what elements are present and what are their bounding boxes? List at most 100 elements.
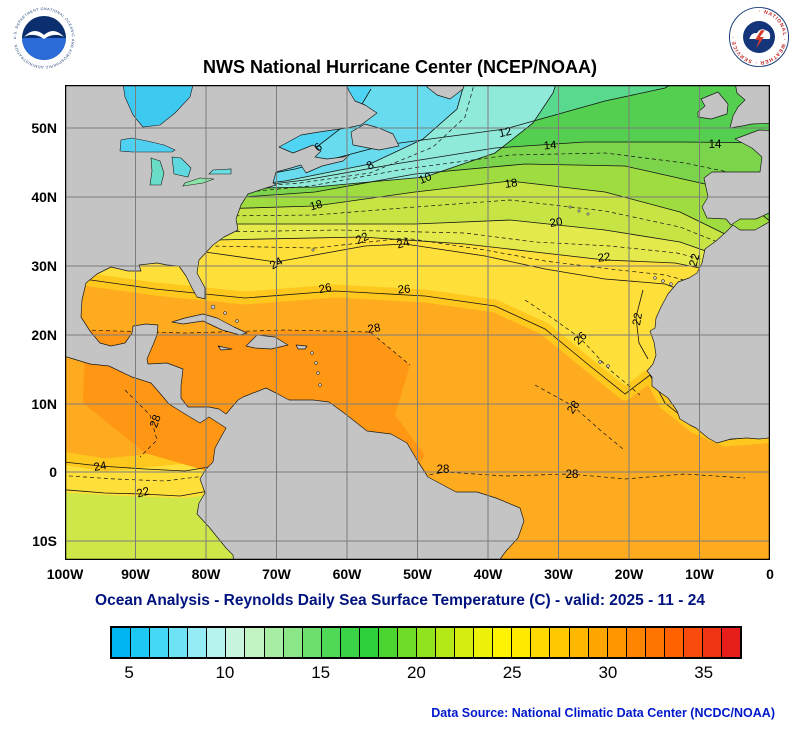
colorbar-cell (321, 628, 341, 657)
lon-tick-label: 30W (544, 566, 573, 582)
map-border (65, 85, 770, 560)
colorbar-cell (131, 628, 151, 657)
contour-label: 22 (631, 312, 645, 327)
contour-label: 28 (367, 322, 382, 336)
nws-logo: · NATIONAL · WEATHER · SERVICE · (728, 6, 790, 73)
contour-label: 24 (93, 460, 108, 474)
land-ireland (697, 91, 729, 120)
lake-superior (119, 137, 176, 153)
colorbar-cell (150, 628, 170, 657)
colorbar-cell (664, 628, 684, 657)
lon-tick-label: 80W (191, 566, 221, 582)
colorbar (110, 626, 742, 659)
colorbar-cell (397, 628, 417, 657)
colorbar-cell (207, 628, 227, 657)
small-islands (210, 205, 673, 387)
data-source-line: Data Source: National Climatic Data Cent… (431, 706, 775, 720)
lon-tick-label: 40W (473, 566, 503, 582)
lat-tick-label: 10N (31, 395, 57, 412)
colorbar-cell (531, 628, 551, 657)
lon-tick-label: 100W (46, 566, 84, 582)
hudson-james-bay (122, 85, 194, 128)
contour-label: 18 (504, 177, 518, 191)
land-africa (646, 221, 770, 444)
colorbar-tick-label: 30 (598, 663, 618, 682)
colorbar-cell (417, 628, 437, 657)
colorbar-cell (512, 628, 532, 657)
lat-tick-label: 30N (31, 257, 57, 274)
contour-label: 14 (709, 139, 722, 151)
colorbar-cell (436, 628, 456, 657)
lon-tick-label: 20W (614, 566, 644, 582)
landmasses (65, 85, 770, 560)
inland-waters (119, 85, 232, 187)
colorbar-tick-label: 10 (215, 663, 235, 682)
land-jamaica (217, 345, 233, 351)
colorbar-cell (474, 628, 494, 657)
sst-map: 6 8 10 12 14 14 18 18 20 22 24 22 22 24 26 26 22 28 26 28 28… (65, 85, 770, 560)
colorbar-cell (493, 628, 513, 657)
lat-tick-label: 10S (32, 533, 57, 550)
graticule-grid (65, 85, 770, 560)
contour-label: 22 (688, 253, 703, 268)
lon-tick-label: 10W (685, 566, 714, 582)
colorbar-tick-label: 15 (311, 663, 331, 682)
contour-label: 26 (318, 282, 333, 296)
noaa-emblem-icon: NATIONAL OCEANIC AND ATMOSPHERIC ADMINIS… (10, 3, 74, 69)
colorbar-cell (112, 628, 132, 657)
colorbar-tick-label: 20 (406, 663, 426, 682)
colorbar-cell (702, 628, 722, 657)
lat-tick-label: 0 (49, 464, 57, 481)
contour-label: 26 (397, 283, 411, 296)
contour-label: 24 (396, 236, 412, 251)
noaa-seagull-icon (24, 30, 64, 39)
contour-label: 28 (437, 464, 450, 476)
contour-label: 8 (365, 159, 377, 173)
contour-label: 28 (566, 469, 579, 481)
colorbar-cell (188, 628, 208, 657)
land-greenland-tip (425, 85, 465, 100)
colorbar-cell (683, 628, 703, 657)
lon-tick-label: 90W (121, 566, 150, 582)
land-puerto-rico (295, 344, 308, 350)
colorbar-cell (359, 628, 379, 657)
contour-label: 28 (148, 413, 164, 429)
lon-tick-label: 60W (332, 566, 362, 582)
map-caption: Ocean Analysis - Reynolds Daily Sea Surf… (95, 592, 705, 609)
lat-tick-label: 50N (31, 120, 57, 137)
colorbar-cell (722, 628, 741, 657)
lake-ontario (208, 168, 232, 175)
colorbar-cell (378, 628, 398, 657)
contour-label: 22 (597, 251, 611, 265)
lat-tick-label: 20N (31, 326, 57, 343)
colorbar-cell (607, 628, 627, 657)
contour-label: 22 (354, 231, 371, 247)
colorbar-cell (626, 628, 646, 657)
lon-tick-label: 0 (766, 566, 774, 582)
colorbar-tick-label: 25 (502, 663, 522, 682)
colorbar-cell (645, 628, 665, 657)
lake-huron (171, 156, 192, 178)
colorbar-cell (550, 628, 570, 657)
colorbar-cell (264, 628, 284, 657)
land-europe (701, 129, 770, 226)
colorbar-cell (245, 628, 265, 657)
lon-tick-label: 50W (403, 566, 432, 582)
lon-tick-label: 70W (262, 566, 291, 582)
contour-label: 24 (268, 255, 286, 272)
lake-michigan (149, 157, 165, 186)
contour-label: 12 (498, 126, 513, 140)
colorbar-cell (588, 628, 608, 657)
land-newfoundland (350, 123, 400, 151)
colorbar-cell (302, 628, 322, 657)
lat-tick-label: 40N (31, 189, 57, 206)
colorbar-cell (455, 628, 475, 657)
nws-emblem-icon: · NATIONAL · WEATHER · SERVICE · (728, 6, 790, 68)
contour-label: 18 (309, 199, 324, 214)
page-title: NWS National Hurricane Center (NCEP/NOAA… (202, 57, 598, 77)
colorbar-cell (340, 628, 360, 657)
colorbar-cell (283, 628, 303, 657)
